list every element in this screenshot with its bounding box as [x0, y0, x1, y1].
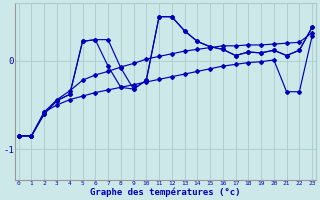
X-axis label: Graphe des températures (°c): Graphe des températures (°c)	[90, 187, 241, 197]
